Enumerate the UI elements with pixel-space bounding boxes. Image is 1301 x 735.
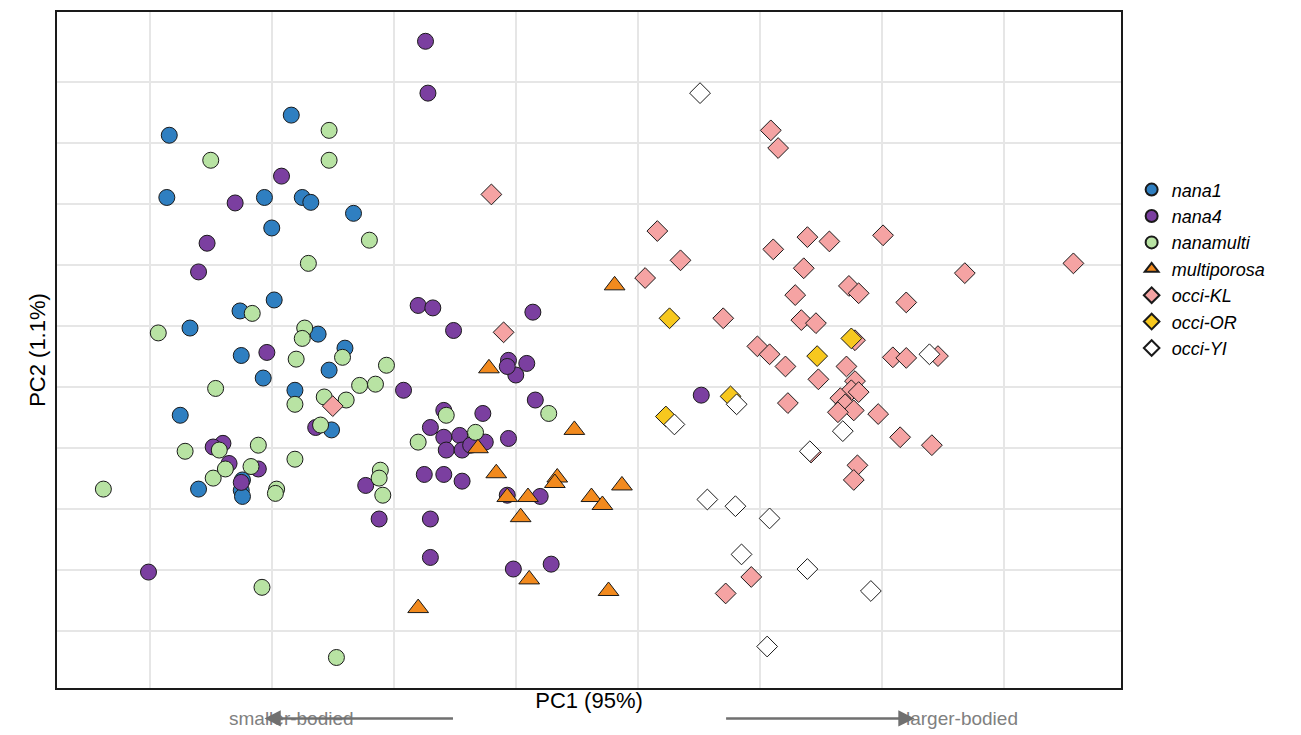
svg-text:PC2 (1.1%): PC2 (1.1%) [25, 293, 50, 407]
svg-text:occi-KL: occi-KL [1172, 286, 1232, 306]
svg-text:multiporosa: multiporosa [1172, 260, 1265, 280]
svg-text:nanamulti: nanamulti [1172, 233, 1251, 253]
svg-text:occi-YI: occi-YI [1172, 339, 1227, 359]
svg-text:occi-OR: occi-OR [1172, 313, 1237, 333]
svg-text:smaller-bodied: smaller-bodied [229, 708, 354, 729]
svg-text:nana4: nana4 [1172, 207, 1222, 227]
svg-text:nana1: nana1 [1172, 181, 1222, 201]
svg-text:PC1 (95%): PC1 (95%) [535, 688, 643, 713]
svg-text:larger-bodied: larger-bodied [906, 708, 1018, 729]
